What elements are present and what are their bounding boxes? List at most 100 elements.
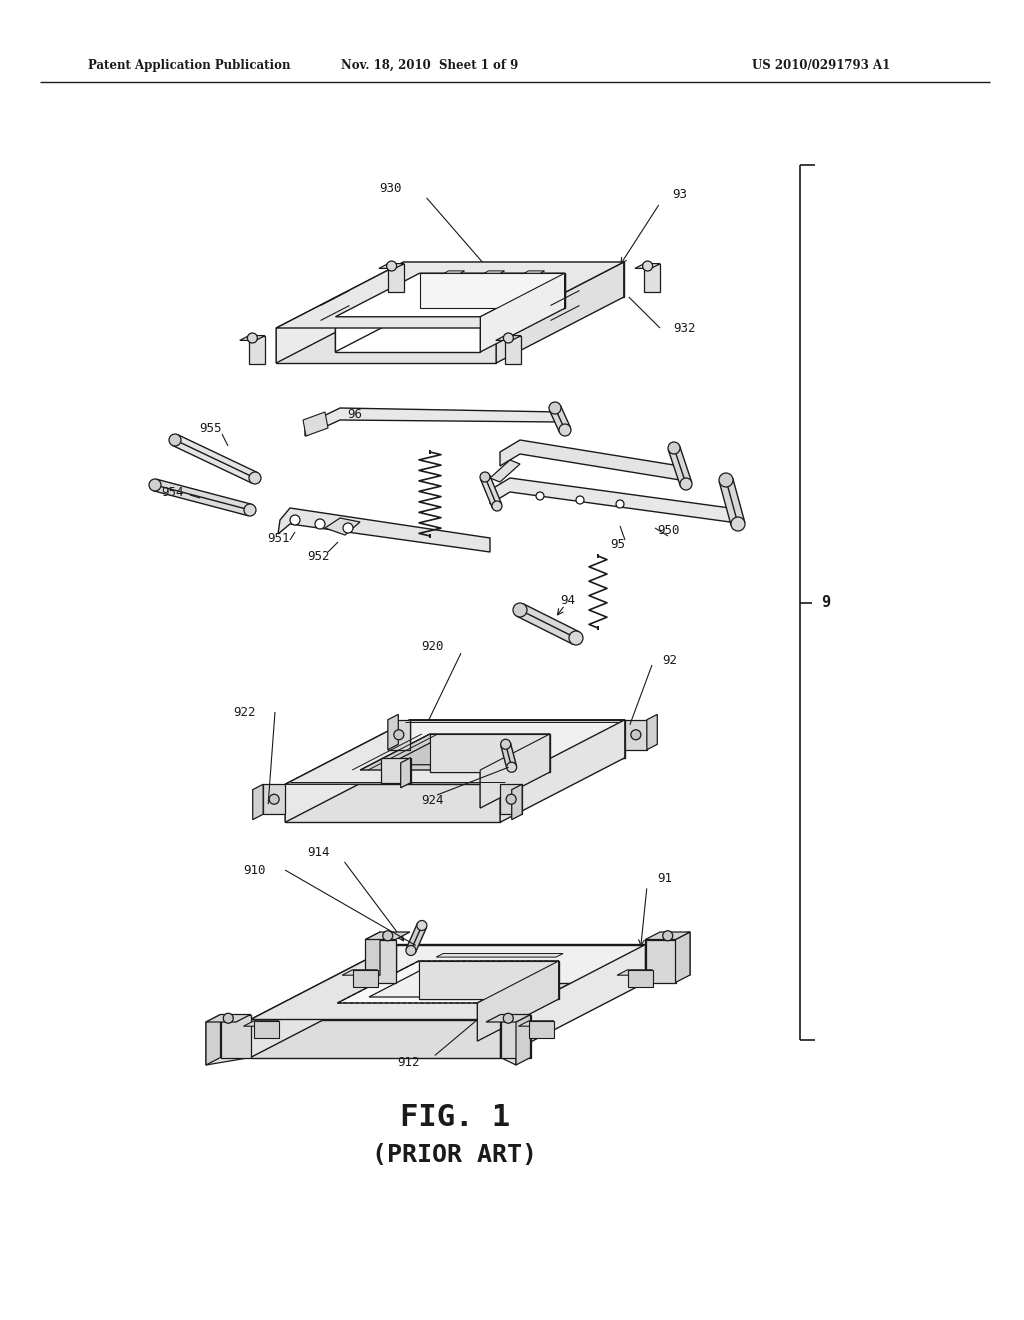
Circle shape (616, 500, 624, 508)
Polygon shape (501, 1015, 530, 1057)
Text: 95: 95 (610, 539, 626, 552)
Polygon shape (635, 264, 660, 268)
Polygon shape (342, 970, 378, 975)
Polygon shape (628, 970, 652, 987)
Circle shape (504, 333, 513, 343)
Polygon shape (524, 271, 545, 273)
Polygon shape (477, 961, 559, 1041)
Polygon shape (366, 932, 410, 940)
Polygon shape (336, 273, 420, 351)
Circle shape (387, 261, 396, 271)
Polygon shape (381, 758, 411, 783)
Circle shape (169, 434, 181, 446)
Polygon shape (303, 412, 328, 436)
Polygon shape (254, 1020, 279, 1038)
Text: 912: 912 (396, 1056, 419, 1068)
Polygon shape (380, 932, 395, 982)
Polygon shape (480, 734, 550, 808)
Polygon shape (676, 932, 690, 982)
Text: 94: 94 (560, 594, 575, 606)
Polygon shape (490, 478, 730, 521)
Circle shape (394, 730, 403, 739)
Circle shape (249, 473, 261, 484)
Polygon shape (366, 932, 380, 982)
Polygon shape (644, 264, 660, 292)
Text: FIG. 1: FIG. 1 (400, 1104, 510, 1133)
Circle shape (244, 504, 256, 516)
Circle shape (506, 795, 516, 804)
Polygon shape (206, 1015, 251, 1065)
Polygon shape (480, 273, 564, 351)
Polygon shape (220, 1015, 251, 1057)
Polygon shape (500, 784, 522, 814)
Circle shape (663, 931, 673, 941)
Text: 910: 910 (244, 863, 266, 876)
Circle shape (503, 1014, 513, 1023)
Circle shape (501, 739, 511, 750)
Polygon shape (400, 758, 411, 788)
Polygon shape (352, 970, 378, 987)
Circle shape (290, 515, 300, 525)
Polygon shape (407, 924, 426, 953)
Polygon shape (505, 335, 521, 363)
Polygon shape (366, 940, 395, 982)
Text: 9: 9 (821, 595, 830, 610)
Polygon shape (276, 261, 624, 327)
Circle shape (269, 795, 280, 804)
Text: US 2010/0291793 A1: US 2010/0291793 A1 (752, 58, 890, 71)
Circle shape (668, 442, 680, 454)
Polygon shape (379, 264, 404, 268)
Polygon shape (477, 961, 559, 1041)
Polygon shape (480, 273, 564, 351)
Circle shape (549, 403, 561, 414)
Polygon shape (251, 945, 395, 1057)
Polygon shape (645, 932, 690, 982)
Polygon shape (497, 261, 624, 363)
Polygon shape (501, 1015, 516, 1065)
Circle shape (150, 479, 161, 491)
Circle shape (719, 473, 733, 487)
Polygon shape (500, 719, 625, 822)
Text: 96: 96 (347, 408, 362, 421)
Circle shape (643, 261, 652, 271)
Polygon shape (669, 446, 691, 486)
Polygon shape (480, 734, 550, 808)
Polygon shape (420, 273, 564, 309)
Polygon shape (430, 734, 550, 772)
Polygon shape (285, 784, 500, 822)
Polygon shape (244, 1020, 279, 1026)
Circle shape (569, 631, 583, 645)
Polygon shape (388, 714, 398, 750)
Text: 954: 954 (161, 486, 183, 499)
Circle shape (559, 424, 571, 436)
Polygon shape (325, 517, 360, 535)
Text: Nov. 18, 2010  Sheet 1 of 9: Nov. 18, 2010 Sheet 1 of 9 (341, 58, 518, 71)
Text: 92: 92 (663, 653, 678, 667)
Polygon shape (154, 479, 252, 516)
Polygon shape (529, 1020, 554, 1038)
Polygon shape (206, 1015, 251, 1022)
Polygon shape (647, 714, 657, 750)
Polygon shape (321, 305, 349, 321)
Polygon shape (206, 1015, 220, 1065)
Polygon shape (420, 273, 564, 309)
Polygon shape (285, 719, 625, 784)
Circle shape (248, 333, 257, 343)
Polygon shape (251, 1019, 501, 1057)
Polygon shape (430, 734, 550, 772)
Circle shape (383, 931, 393, 941)
Text: 950: 950 (656, 524, 679, 536)
Polygon shape (285, 719, 410, 822)
Polygon shape (501, 743, 516, 768)
Polygon shape (403, 261, 624, 297)
Polygon shape (517, 603, 580, 644)
Polygon shape (480, 475, 502, 508)
Polygon shape (249, 335, 265, 363)
Circle shape (480, 473, 490, 482)
Text: 914: 914 (307, 846, 330, 858)
Polygon shape (645, 932, 690, 940)
Text: 920: 920 (421, 639, 443, 652)
Polygon shape (550, 405, 570, 433)
Polygon shape (645, 940, 676, 982)
Polygon shape (388, 719, 410, 750)
